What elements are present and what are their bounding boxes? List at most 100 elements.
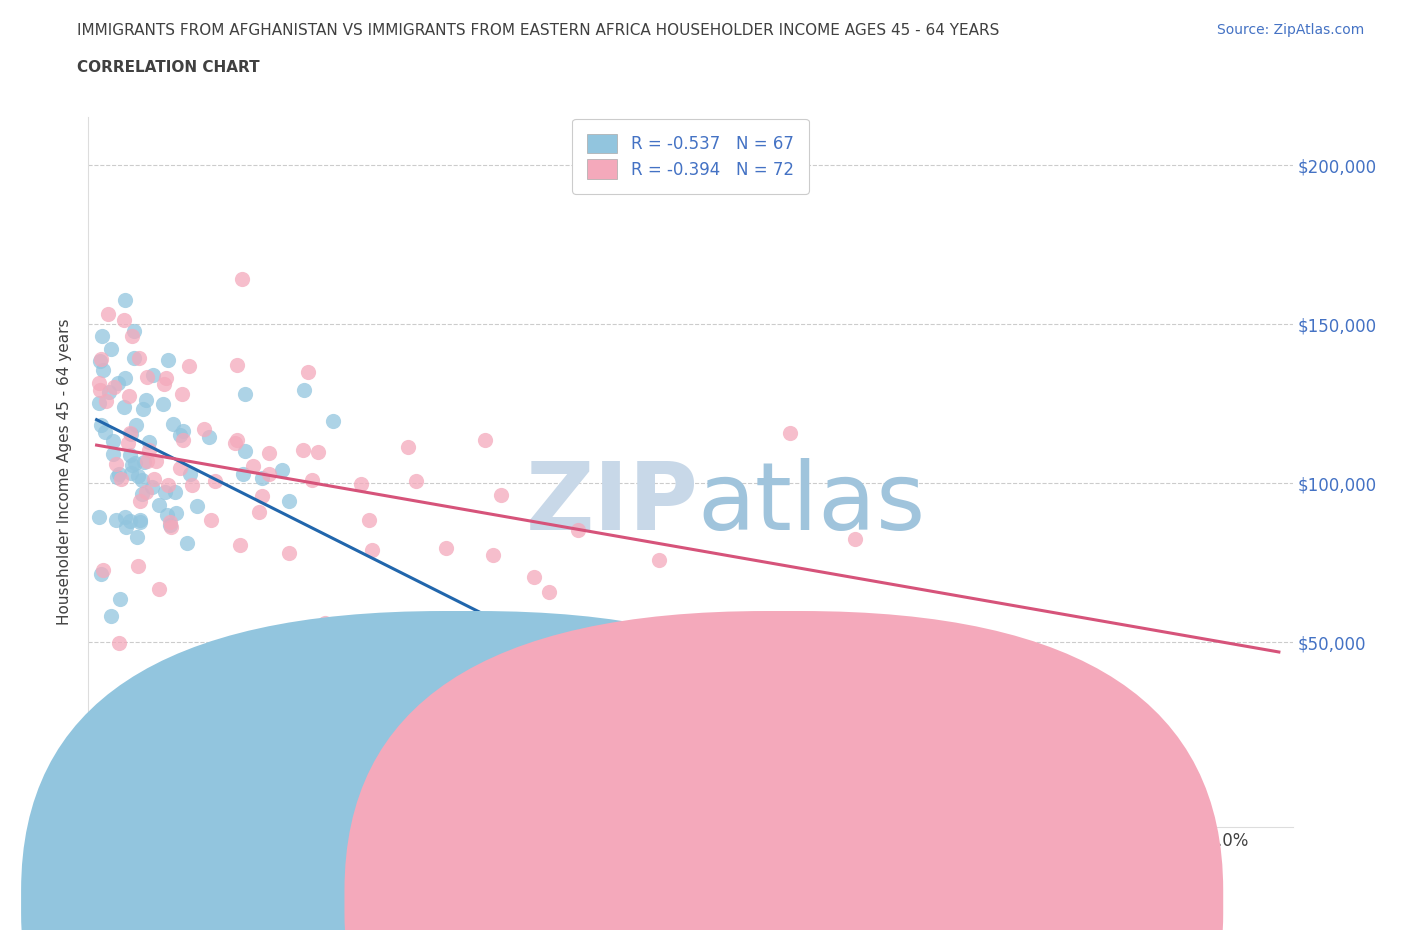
Point [110,472,132,486]
Point [131,487,153,502]
Point [112,312,135,327]
Point [101,446,124,461]
Point [97,385,120,400]
Point [104,512,127,527]
Point [128,513,150,528]
Point [131,401,153,416]
Point [100,732,122,747]
Point [156,477,179,492]
Point [156,353,179,368]
Point [474,432,496,447]
Point [89,510,111,525]
Point [779,425,801,440]
Point [122,324,145,339]
Point [259,466,281,481]
Point [135,392,157,407]
Point [135,370,157,385]
Point [307,445,329,459]
Point [292,443,315,458]
Point [180,477,202,492]
Point [114,509,136,524]
Point [108,467,131,482]
Point [647,552,669,567]
Text: CORRELATION CHART: CORRELATION CHART [77,60,260,75]
Point [90,352,112,366]
Point [105,470,128,485]
Point [159,514,181,529]
Point [108,591,131,606]
Point [107,376,129,391]
Point [278,546,301,561]
Point [229,538,252,552]
Point [225,650,247,665]
Point [138,443,160,458]
Point [103,380,125,395]
Point [89,382,111,397]
Point [125,529,148,544]
Point [165,506,187,521]
Point [186,498,208,513]
Point [131,472,153,487]
Point [118,447,141,462]
Point [148,498,170,512]
Point [322,414,344,429]
Point [172,433,194,448]
Point [96,393,118,408]
Point [114,293,136,308]
Point [359,512,381,527]
Text: Immigrants from Eastern Africa: Immigrants from Eastern Africa [808,897,1049,911]
Point [115,520,138,535]
Text: Source: ZipAtlas.com: Source: ZipAtlas.com [1216,23,1364,37]
Point [135,485,157,500]
Point [89,376,111,391]
Point [127,469,149,484]
Point [118,388,141,403]
Point [128,514,150,529]
Point [114,371,136,386]
Point [247,505,270,520]
Text: Immigrants from Afghanistan: Immigrants from Afghanistan [485,897,709,911]
Point [148,581,170,596]
Point [122,350,145,365]
Point [297,365,319,379]
Point [278,494,301,509]
Point [118,514,141,529]
Point [159,518,181,533]
Point [162,417,184,432]
Point [172,423,194,438]
Point [90,418,112,432]
Point [538,584,561,599]
Point [100,341,122,356]
Point [94,425,117,440]
Point [179,358,201,373]
Point [204,473,226,488]
Point [138,434,160,449]
Point [523,569,546,584]
Point [235,443,257,458]
Point [165,485,187,499]
Point [89,396,111,411]
Point [128,351,150,365]
Point [169,428,191,443]
Point [142,368,165,383]
Text: IMMIGRANTS FROM AFGHANISTAN VS IMMIGRANTS FROM EASTERN AFRICA HOUSEHOLDER INCOME: IMMIGRANTS FROM AFGHANISTAN VS IMMIGRANT… [77,23,1000,38]
Point [89,353,111,368]
Point [108,635,131,650]
Point [103,433,125,448]
Point [460,616,482,631]
Point [145,454,167,469]
Point [200,512,222,527]
Point [142,472,165,486]
Point [124,456,146,471]
Point [436,540,458,555]
Point [127,558,149,573]
Point [135,454,157,469]
Point [134,454,156,469]
Point [141,480,163,495]
Point [250,488,273,503]
Point [198,430,221,445]
Point [97,307,120,322]
Point [292,383,315,398]
Point [360,542,382,557]
Point [225,432,247,447]
